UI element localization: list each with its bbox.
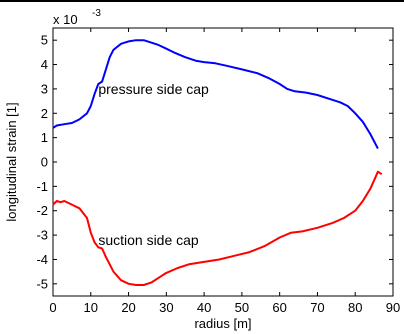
x-tick-label: 70 xyxy=(310,300,324,315)
x-tick-label: 10 xyxy=(84,300,98,315)
x-tick-label: 80 xyxy=(348,300,362,315)
y-tick-label: -3 xyxy=(36,228,48,243)
x-tick-label: 30 xyxy=(159,300,173,315)
y-tick-label: 2 xyxy=(41,106,48,121)
y-axis-label: longitudinal strain [1] xyxy=(4,102,19,221)
y-tick-label: 0 xyxy=(41,155,48,170)
x-tick-label: 60 xyxy=(272,300,286,315)
y-tick-label: 1 xyxy=(41,130,48,145)
y-tick-label: 4 xyxy=(41,57,48,72)
y-tick-label: 5 xyxy=(41,33,48,48)
plot-area xyxy=(52,27,394,297)
axis-ticks: 0 10 20 30 40 50 60 70 80 90 -5 -4 -3 -2 -1 0 1 2 3 4 5 xyxy=(36,28,400,315)
x-tick-label: 90 xyxy=(386,300,400,315)
y-multiplier-exponent: -3 xyxy=(92,8,101,19)
annotation-label: pressure side cap xyxy=(98,81,209,97)
x-tick-label: 0 xyxy=(49,300,56,315)
y-tick-label: 3 xyxy=(41,81,48,96)
y-tick-label: -4 xyxy=(36,252,48,267)
annotation-label: suction side cap xyxy=(98,232,199,248)
series-line-2 xyxy=(52,170,383,286)
y-multiplier-label: x 10 -3 xyxy=(53,8,101,27)
x-axis-label: radius [m] xyxy=(194,316,251,331)
series-line-1 xyxy=(52,39,379,150)
x-tick-label: 20 xyxy=(121,300,135,315)
x-tick-label: 50 xyxy=(235,300,249,315)
x-tick-label: 40 xyxy=(197,300,211,315)
series-layer xyxy=(52,39,383,286)
y-tick-label: -1 xyxy=(36,179,48,194)
annotations: pressure side cap suction side cap xyxy=(98,81,209,248)
y-tick-label: -5 xyxy=(36,276,48,291)
y-multiplier-base: x 10 xyxy=(53,12,78,27)
y-tick-label: -2 xyxy=(36,203,48,218)
